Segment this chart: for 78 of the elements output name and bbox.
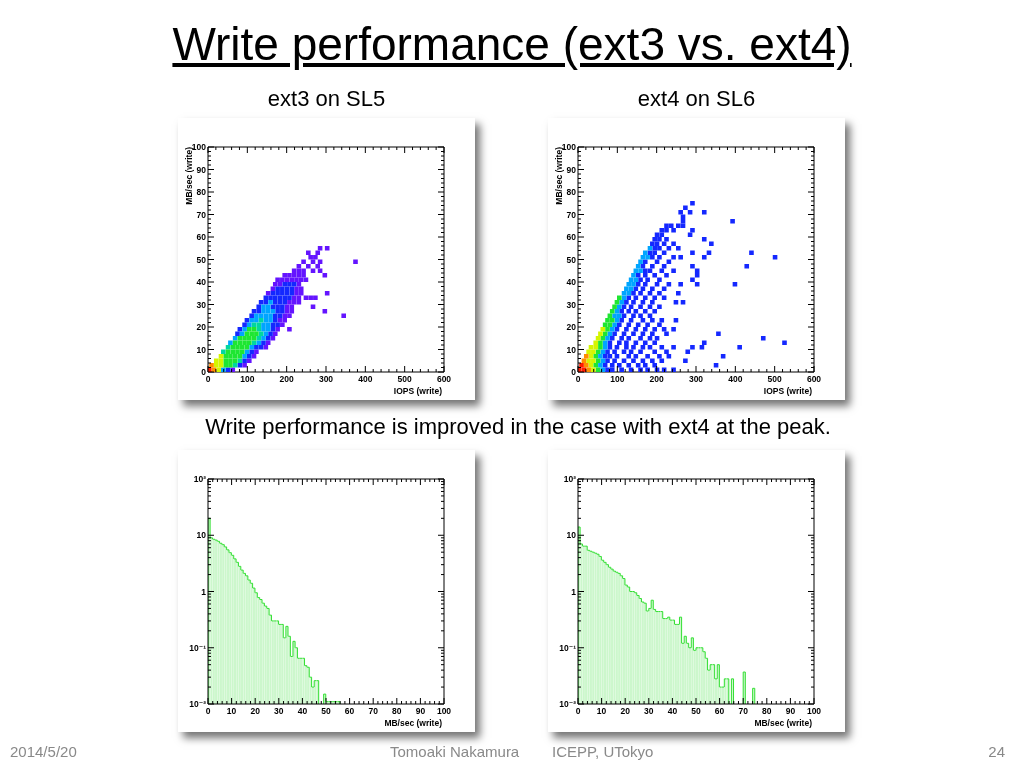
y-tick-label: 70 bbox=[196, 209, 207, 220]
x-tick-label: 300 bbox=[318, 374, 334, 384]
chart-subtitle: ext3 on SL5 bbox=[266, 85, 387, 113]
x-tick-label: 200 bbox=[279, 374, 295, 384]
y-tick-label: 10 bbox=[566, 530, 577, 541]
chart-subtitle: ext4 on SL6 bbox=[636, 85, 757, 113]
y-tick-label: 50 bbox=[566, 254, 577, 265]
x-tick-label: 70 bbox=[738, 706, 749, 716]
y-tick-label: 10² bbox=[193, 474, 207, 484]
x-tick-label: 20 bbox=[620, 706, 631, 716]
x-tick-label: 40 bbox=[667, 706, 678, 716]
text: Tomoaki Nakamura bbox=[390, 742, 520, 762]
y-tick-label: 0 bbox=[571, 367, 577, 377]
x-tick-label: 80 bbox=[762, 706, 772, 716]
y-tick-label: 30 bbox=[566, 299, 577, 310]
x-tick-label: 100 bbox=[436, 706, 452, 716]
y-axis-title: MB/sec (write) bbox=[184, 146, 194, 205]
y-tick-label: 80 bbox=[196, 187, 207, 197]
text: ICEPP, UTokyo bbox=[552, 742, 654, 762]
x-tick-label: 30 bbox=[274, 706, 284, 716]
x-tick-label: 50 bbox=[321, 706, 331, 716]
x-tick-label: 40 bbox=[297, 706, 308, 716]
x-tick-label: 400 bbox=[358, 374, 373, 384]
x-tick-label: 60 bbox=[714, 706, 725, 716]
x-tick-label: 90 bbox=[785, 706, 796, 716]
x-axis-title: MB/sec (write) bbox=[384, 718, 443, 728]
y-tick-label: 1 bbox=[201, 586, 207, 597]
y-tick-label: 30 bbox=[196, 299, 207, 310]
x-tick-label: 600 bbox=[806, 374, 822, 384]
y-tick-label: 60 bbox=[566, 232, 577, 242]
y-tick-label: 60 bbox=[196, 232, 207, 242]
y-tick-label: 10 bbox=[196, 344, 207, 355]
y-tick-label: 10 bbox=[196, 530, 207, 541]
x-tick-label: 70 bbox=[368, 706, 379, 716]
x-tick-label: 80 bbox=[392, 706, 402, 716]
text: Write performance is improved in the case with ext4 at the peak. bbox=[204, 414, 832, 440]
x-axis-title: IOPS (write) bbox=[763, 386, 813, 396]
y-tick-label: 50 bbox=[196, 254, 207, 265]
y-tick-label: 10⁻² bbox=[559, 699, 577, 709]
x-tick-label: 100 bbox=[610, 374, 625, 384]
x-tick-label: 400 bbox=[728, 374, 743, 384]
x-tick-label: 200 bbox=[649, 374, 665, 384]
x-tick-label: 100 bbox=[240, 374, 255, 384]
x-tick-label: 10 bbox=[596, 706, 607, 716]
y-tick-label: 10⁻¹ bbox=[559, 642, 577, 653]
x-axis-title: IOPS (write) bbox=[393, 386, 443, 396]
y-tick-label: 10 bbox=[566, 344, 577, 355]
y-tick-label: 40 bbox=[566, 277, 577, 287]
x-tick-label: 500 bbox=[397, 374, 413, 384]
text: 2014/5/20 bbox=[10, 742, 77, 762]
y-axis-title: MB/sec (write) bbox=[554, 146, 564, 205]
y-tick-label: 10² bbox=[563, 474, 577, 484]
y-tick-label: 40 bbox=[196, 277, 207, 287]
y-tick-label: 80 bbox=[566, 187, 577, 197]
x-tick-label: 20 bbox=[250, 706, 261, 716]
y-tick-label: 20 bbox=[566, 322, 577, 332]
y-tick-label: 100 bbox=[191, 142, 207, 152]
x-tick-label: 600 bbox=[436, 374, 452, 384]
x-tick-label: 50 bbox=[691, 706, 701, 716]
x-tick-label: 60 bbox=[344, 706, 355, 716]
x-tick-label: 30 bbox=[644, 706, 654, 716]
chart-title: Write performance (ext3 vs. ext4) bbox=[171, 17, 853, 72]
text: 24 bbox=[987, 742, 1005, 762]
x-tick-label: 10 bbox=[226, 706, 237, 716]
y-tick-label: 20 bbox=[196, 322, 207, 332]
y-tick-label: 90 bbox=[566, 164, 577, 175]
y-tick-label: 70 bbox=[566, 209, 577, 220]
x-tick-label: 300 bbox=[688, 374, 704, 384]
y-tick-label: 90 bbox=[196, 164, 207, 175]
y-tick-label: 1 bbox=[571, 586, 577, 597]
y-tick-label: 10⁻² bbox=[189, 699, 207, 709]
x-tick-label: 100 bbox=[806, 706, 822, 716]
y-tick-label: 100 bbox=[561, 142, 577, 152]
x-axis-title: MB/sec (write) bbox=[754, 718, 813, 728]
y-tick-label: 10⁻¹ bbox=[189, 642, 207, 653]
y-tick-label: 0 bbox=[201, 367, 207, 377]
x-tick-label: 500 bbox=[767, 374, 783, 384]
x-tick-label: 90 bbox=[415, 706, 426, 716]
